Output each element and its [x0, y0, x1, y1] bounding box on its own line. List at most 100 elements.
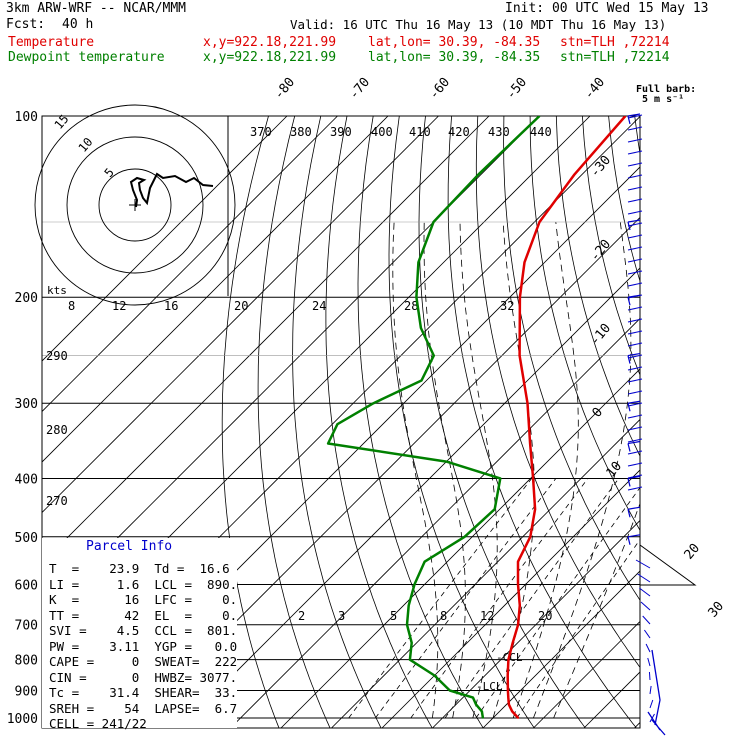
parcel-info-row: K = 16 LFC = 0. [49, 592, 238, 607]
dry-adiabat [582, 116, 640, 377]
dewpoint-point [407, 604, 410, 607]
hodograph-speed-label: 24 [312, 299, 326, 313]
wind-barb-flag [627, 306, 643, 311]
dewpoint-point [432, 221, 435, 223]
dewpoint-point [327, 442, 329, 445]
wind-barb-flag [627, 486, 643, 491]
wind-barb-flag [627, 114, 643, 119]
wind-barb-flag [627, 318, 643, 323]
low-level-barb [639, 587, 651, 597]
isotherm-label: 30 [706, 599, 728, 621]
dewpoint-station: stn=TLH ,72214 [560, 50, 670, 65]
dry-adiabat [687, 116, 740, 731]
theta-label: 400 [371, 125, 393, 139]
dry-adiabat [555, 116, 640, 457]
pressure-tick-label: 800 [15, 654, 38, 669]
theta-label: 420 [448, 125, 470, 139]
isotherm-label: 10 [604, 459, 626, 481]
isotherm [280, 368, 640, 728]
dry-adiabat [608, 116, 640, 283]
wind-barb [627, 115, 631, 125]
hodograph-kts-label: kts [47, 284, 67, 297]
barb-legend-title: Full barb: [636, 84, 696, 95]
dewpoint-point [463, 536, 466, 538]
wind-barb-flag [627, 270, 643, 275]
temperature-xy: x,y=922.18,221.99 [203, 35, 337, 50]
parcel-info-title: Parcel Info [86, 539, 173, 554]
low-level-barb [649, 685, 652, 695]
temperature-latlon: lat,lon= 30.39, -84.35 [368, 35, 541, 50]
isotherm-label: 0 [590, 405, 607, 421]
wind-barb-flag [627, 294, 643, 299]
isotherm [42, 116, 490, 564]
mixing-ratio-label: 12 [480, 609, 494, 623]
wind-barb-flag [627, 162, 643, 167]
dewpoint-point [417, 261, 420, 264]
dewpoint-point [406, 623, 408, 626]
wind-barb [627, 534, 641, 538]
wind-barb [627, 297, 631, 306]
dewpoint-point [423, 560, 426, 563]
isotherm-label: -30 [588, 153, 615, 181]
temperature-point [507, 696, 510, 699]
temperature-point [534, 508, 536, 511]
wind-barb [627, 400, 641, 404]
theta-label: 430 [488, 125, 510, 139]
isotherm [229, 317, 640, 728]
pressure-tick-label: 700 [15, 619, 38, 634]
isotherm-label: 20 [682, 541, 704, 563]
dewpoint-point [475, 703, 477, 706]
isotherm-label: -60 [427, 75, 454, 103]
temperature-point [538, 221, 541, 223]
wind-barb [627, 478, 631, 487]
low-level-barb [647, 657, 651, 667]
wind-barb [627, 113, 641, 117]
wind-barb-flag [627, 222, 643, 227]
temperature-profile [506, 116, 627, 719]
wind-barb-flag [627, 330, 643, 335]
isotherm [633, 721, 640, 728]
temperature-point [529, 536, 532, 538]
pressure-tick-label: 100 [15, 110, 38, 125]
mixing-ratio-label: 5 [390, 609, 397, 623]
wind-barb-flag [627, 414, 643, 419]
wind-barb [627, 352, 641, 357]
pressure-tick-label: 500 [15, 531, 38, 546]
hodograph-ring-label: 5 [102, 165, 117, 180]
isotherm [42, 116, 389, 463]
moist-adiabat [459, 221, 498, 719]
wind-barb-flag [627, 234, 643, 239]
isotherm [431, 519, 640, 728]
dewpoint-point [493, 508, 496, 511]
low-level-barb [642, 615, 651, 625]
dry-adiabat [529, 116, 640, 532]
theta-label: 390 [330, 125, 352, 139]
dewpoint-point [433, 674, 436, 677]
isotherm [381, 469, 640, 728]
isotherm [482, 570, 640, 728]
wind-barb-flag [627, 426, 643, 431]
barb-legend-units: 5 m s⁻¹ [642, 94, 684, 105]
moist-adiabat [512, 221, 579, 719]
low-level-barb [637, 573, 651, 583]
dewpoint-latlon: lat,lon= 30.39, -84.35 [368, 50, 541, 65]
temperature-point [506, 674, 509, 677]
theta-label: 410 [409, 125, 431, 139]
pressure-tick-label: 1000 [7, 712, 38, 727]
wind-barb [627, 536, 631, 545]
hodograph-speed-label: 28 [404, 299, 418, 313]
isotherm [179, 267, 640, 728]
temperature-point [519, 604, 521, 607]
dry-adiabat [713, 116, 740, 731]
parcel-info-panel: Parcel Info T = 23.9 Td = 16.6 LI = 1.6 L… [42, 538, 238, 731]
wind-barb [627, 355, 631, 364]
parcel-info-row: CELL = 241/22 [49, 716, 147, 731]
dewpoint-point [409, 658, 411, 661]
temperature-point [523, 261, 526, 264]
mixing-ratio-line [444, 478, 620, 719]
temperature-point [518, 354, 521, 357]
isotherm-label: -80 [272, 75, 299, 103]
theta-left-label: 290 [46, 349, 68, 363]
mixing-ratio-label: 3 [338, 609, 345, 623]
temperature-point [532, 477, 534, 480]
